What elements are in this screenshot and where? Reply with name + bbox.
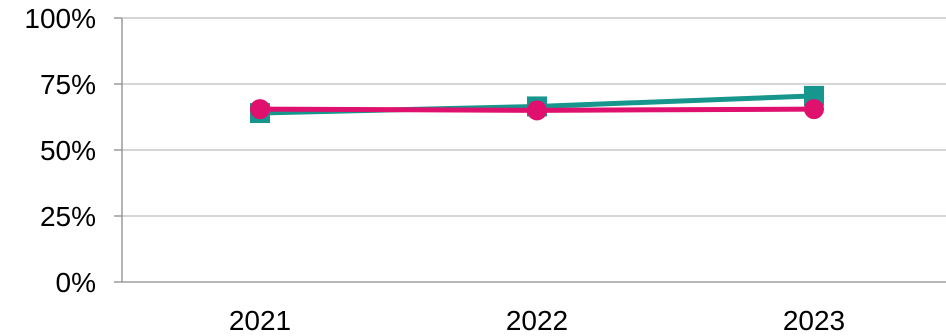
data-point <box>250 99 270 120</box>
data-point <box>804 99 824 120</box>
axes <box>121 18 946 283</box>
x-tick-label: 2022 <box>506 305 568 336</box>
tick-labels: 0% 25% 50% 75% 100% 2021 2022 2023 <box>24 3 845 336</box>
data-point <box>527 100 547 121</box>
series-group <box>250 85 824 124</box>
x-tick-label: 2023 <box>783 305 845 336</box>
y-tick-label: 100% <box>24 3 96 34</box>
y-tick-label: 25% <box>40 201 96 232</box>
grid-lines <box>114 17 946 283</box>
y-tick-label: 0% <box>56 267 96 298</box>
y-tick-label: 50% <box>40 135 96 166</box>
series-2 <box>250 99 824 121</box>
x-tick-label: 2021 <box>229 305 291 336</box>
y-tick-label: 75% <box>40 69 96 100</box>
